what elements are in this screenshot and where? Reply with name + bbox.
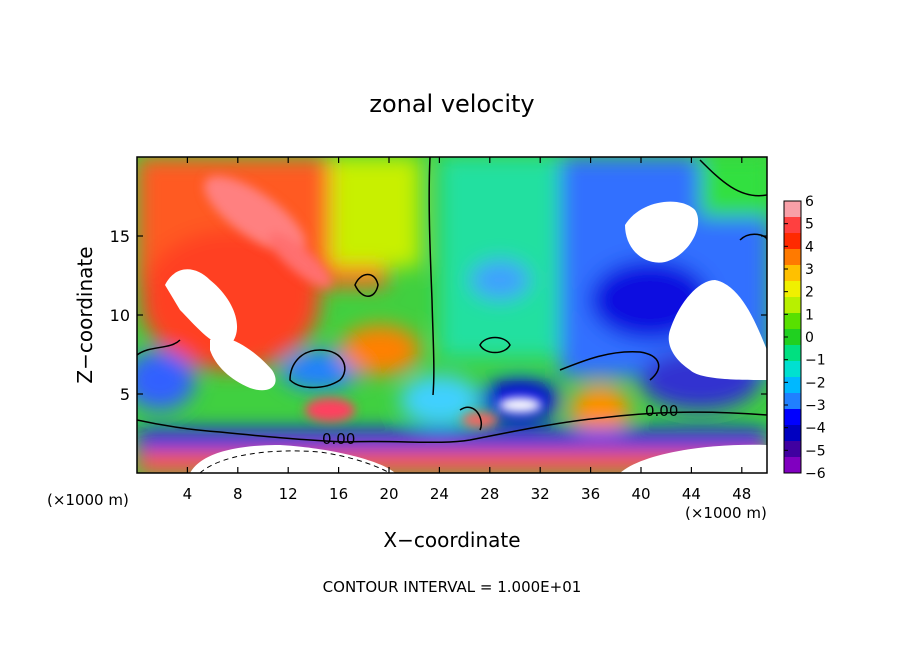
x-tick-label: 32 [531,485,550,503]
colorbar-segment [784,297,801,314]
colorbar-tick-label: 6 [805,194,814,210]
y-axis: 5 10 15 [110,227,767,404]
colorbar-tick-label: 1 [805,307,814,323]
colorbar-segment [784,249,801,266]
y-tick-label: 10 [110,306,130,325]
colorbar-tick-label: 5 [805,217,814,233]
colorbar-segment [784,457,801,474]
x-tick-label: 40 [631,485,650,503]
chart-title: zonal velocity [369,90,534,118]
x-unit-label-right: (×1000 m) [685,504,767,522]
x-tick-label: 8 [233,485,243,503]
colorbar-segment [784,281,801,298]
y-axis-label: Z−coordinate [73,246,97,383]
x-tick-label: 16 [329,485,348,503]
x-tick-label: 44 [682,485,701,503]
colorbar-segment [784,393,801,410]
x-tick-label: 48 [732,485,751,503]
x-tick-label: 20 [379,485,398,503]
colorbar-segment [784,201,801,218]
colorbar-tick-label: −5 [805,443,826,459]
x-tick-label: 4 [183,485,193,503]
heatmap-field [137,157,767,473]
colorbar-segment [784,313,801,330]
colorbar-segment [784,265,801,282]
colorbar-segment [784,233,801,250]
x-tick-label: 28 [480,485,499,503]
contour-label: 0.00 [645,402,678,420]
colorbar-segment [784,345,801,362]
colorbar-segment [784,217,801,234]
colorbar-tick-label: −4 [805,421,826,437]
colorbar-tick-label: −2 [805,375,826,391]
colorbar-segment [784,425,801,442]
contour-interval-note: CONTOUR INTERVAL = 1.000E+01 [323,578,582,596]
colorbar: 6 5 4 3 2 1 0 −1 −2 −3 −4 −5 −6 [783,194,826,482]
colorbar-tick-label: 0 [805,330,814,346]
colorbar-tick-label: −3 [805,398,826,414]
x-axis: 4 8 12 16 20 24 28 32 36 40 44 48 [183,157,751,503]
x-tick-label: 36 [581,485,600,503]
colorbar-segment [784,377,801,394]
y-tick-label: 5 [120,385,130,404]
colorbar-tick-label: −6 [805,466,826,482]
x-axis-label: X−coordinate [383,528,520,552]
colorbar-tick-label: −1 [805,353,826,369]
colorbar-tick-label: 3 [805,262,814,278]
colorbar-segment [784,361,801,378]
x-unit-label-left: (×1000 m) [47,491,129,509]
contour-label: 0.00 [322,430,355,448]
x-tick-label: 24 [430,485,449,503]
colorbar-tick-label: 2 [805,285,814,301]
colorbar-tick-label: 4 [805,239,814,255]
y-tick-label: 15 [110,227,130,246]
x-tick-label: 12 [279,485,298,503]
colorbar-segment [784,329,801,346]
colorbar-segment [784,409,801,426]
colorbar-segment [784,441,801,458]
